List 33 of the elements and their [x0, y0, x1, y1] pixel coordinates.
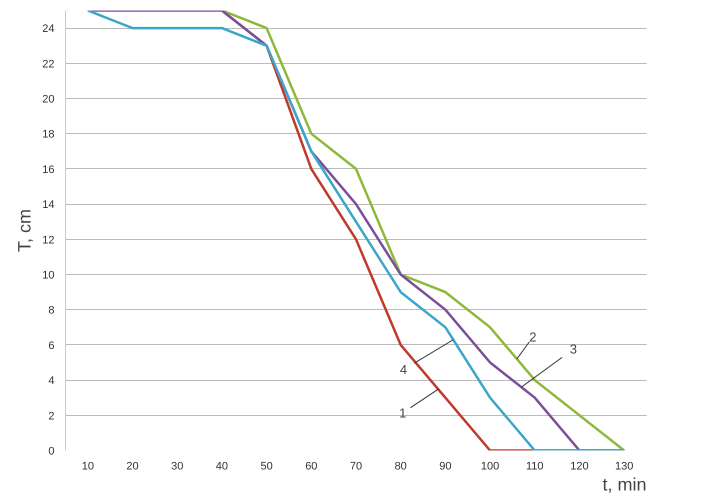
x-tick-label: 110: [526, 460, 544, 472]
y-tick-label: 24: [42, 23, 55, 36]
y-axis-title: T, cm: [14, 209, 34, 252]
y-tick-label: 0: [48, 446, 55, 458]
x-tick-label: 50: [260, 460, 273, 472]
x-tick-label: 40: [216, 460, 228, 472]
x-tick-label: 100: [480, 460, 500, 472]
line-series: [86, 10, 626, 450]
x-tick-label: 30: [171, 460, 184, 472]
y-tick-label: 14: [42, 199, 55, 212]
y-tick-label: 16: [42, 164, 55, 176]
annotation: 1: [399, 405, 406, 420]
y-tick-label: 2: [48, 410, 55, 422]
x-tick-label: 90: [439, 460, 452, 472]
y-tick-label: 22: [42, 58, 55, 70]
annotation: 2: [529, 329, 537, 344]
x-tick-label: 130: [614, 460, 634, 472]
y-tick-label: 12: [42, 234, 55, 246]
annotation: 3: [570, 342, 577, 357]
x-axis-title: t, min: [602, 474, 647, 494]
x-tick-label: 10: [82, 460, 94, 472]
x-tick-label: 70: [350, 460, 362, 472]
y-tick-label: 10: [42, 270, 55, 282]
y-tick-label: 20: [42, 94, 55, 106]
x-tick-label: 60: [305, 460, 318, 472]
y-tick-label: 6: [48, 340, 55, 352]
y-tick-label: 4: [48, 375, 55, 388]
y-tick-label: 18: [42, 128, 55, 141]
x-tick-label: 80: [394, 460, 407, 472]
annotation: 4: [400, 362, 408, 378]
y-tick-label: 8: [48, 304, 55, 317]
x-tick-label: 120: [570, 460, 589, 472]
x-tick-label: 20: [126, 460, 139, 472]
